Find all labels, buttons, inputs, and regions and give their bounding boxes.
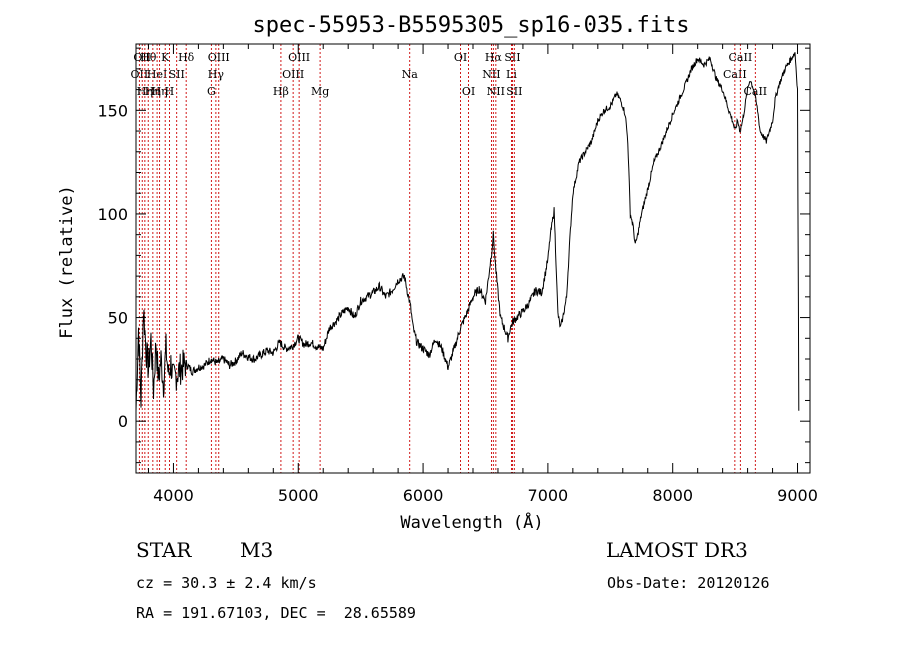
plot-frame [135,43,811,474]
line-marker-label-11: G [207,85,216,98]
line-marker-label-21: NII [482,68,500,81]
line-marker-label-10: Hδ [178,51,195,64]
line-marker-label-20: OI [462,85,475,98]
ra-dec-coordinates: RA = 191.67103, DEC = 28.65589 [136,604,416,622]
line-marker-label-5: HeI [147,68,167,81]
line-marker-label-8: H [165,85,175,98]
y-tick-label-100: 100 [97,205,128,224]
spectrum-line [135,52,800,412]
line-marker-label-23: NII [487,85,505,98]
line-marker-label-19: OI [454,51,467,64]
y-tick-label-50: 50 [108,309,128,328]
line-marker-label-14: Hβ [273,85,289,98]
line-marker-label-28: CaII [729,51,753,64]
line-marker-label-27: CaII [723,68,747,81]
line-marker-label-7: K [161,51,170,64]
line-marker-label-18: Na [402,68,419,81]
line-marker-label-2: Hη [137,85,153,98]
redshift-cz: cz = 30.3 ± 2.4 km/s [136,574,317,592]
line-marker-label-24: Li [506,68,517,81]
x-tick-label-4000: 4000 [153,486,194,505]
x-tick-label-8000: 8000 [652,486,693,505]
line-marker-label-9: SII [169,68,185,81]
y-tick-label-150: 150 [97,101,128,120]
line-marker-label-12: Hγ [208,68,225,81]
line-marker-label-25: SII [504,51,520,64]
axis-ticks: 4000 5000 6000 7000 8000 9000 0 50 100 150 [97,44,818,505]
line-marker-label-1: OII [133,51,151,64]
line-marker-label-13: OIII [208,51,230,64]
line-marker-label-3: Hθ [140,51,157,64]
spectrum-series [135,52,800,412]
y-tick-label-0: 0 [118,412,128,431]
obs-date: Obs-Date: 20120126 [607,574,770,592]
survey-name: LAMOST DR3 [606,538,748,562]
y-axis-label: Flux (relative) [57,185,77,339]
x-tick-label-5000: 5000 [278,486,319,505]
x-tick-label-7000: 7000 [528,486,569,505]
line-marker-label-0: OII [131,68,149,81]
line-marker-label-29: CaII [743,85,767,98]
line-marker-label-26: SII [506,85,522,98]
x-tick-label-9000: 9000 [777,486,818,505]
object-subclass: M3 [240,538,274,562]
line-marker-label-22: Hα [485,51,503,64]
object-class: STAR [136,538,192,562]
line-marker-label-17: Mg [311,85,329,98]
line-marker-label-15: OIII [282,68,304,81]
x-axis-label: Wavelength (Å) [400,511,543,533]
line-marker-label-16: OIII [288,51,310,64]
x-tick-label-6000: 6000 [403,486,444,505]
chart-title: spec-55953-B5595305_sp16-035.fits [252,13,689,38]
line-markers: OIIOIIHηHθHηHeIHηKHSIIHδGHγOIIIHβOIIIOII… [131,44,767,473]
line-marker-label-6: Hη [151,85,167,98]
